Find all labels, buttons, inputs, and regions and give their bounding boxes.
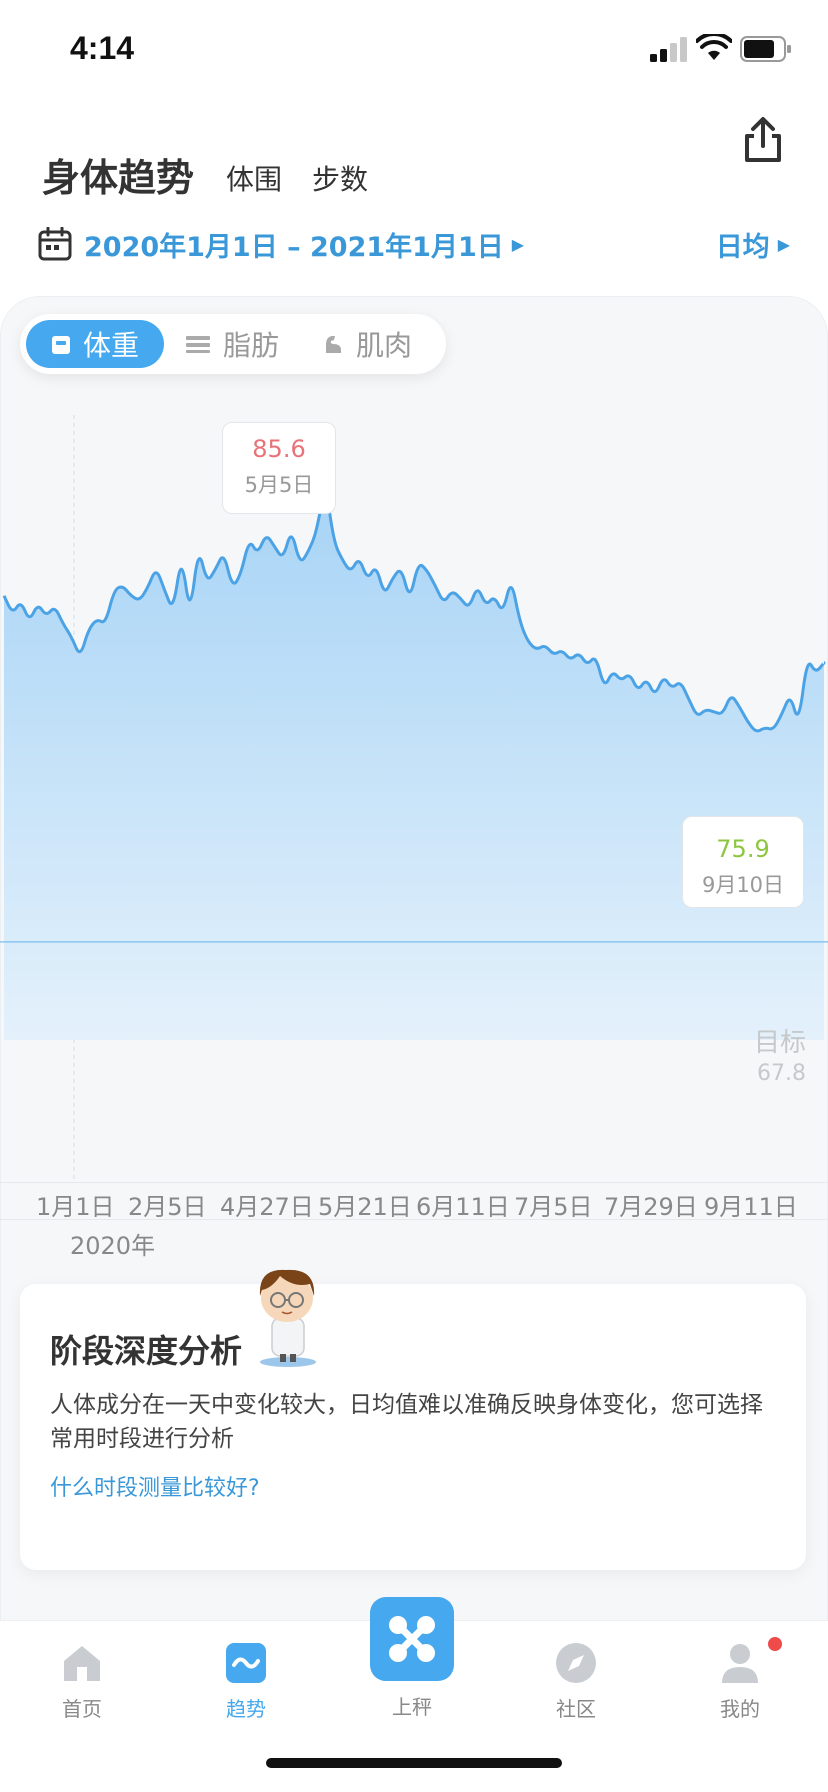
signal-icon	[650, 37, 687, 62]
min-date: 9月10日	[701, 873, 785, 897]
measure-time-link[interactable]: 什么时段测量比较好?	[50, 1476, 260, 1501]
weight-chart[interactable]	[0, 380, 828, 1180]
analysis-card: 阶段深度分析 人体成分在一天中变化较大，日均值难以准确反映身体变化，您可选择常用…	[20, 1284, 806, 1570]
goal-label: 目标 67.8	[754, 1022, 806, 1086]
wifi-icon	[696, 34, 732, 60]
weight-line	[2, 494, 826, 733]
max-tooltip: 85.6 5月5日	[222, 422, 336, 514]
analysis-title: 阶段深度分析	[50, 1332, 243, 1370]
battery-icon	[740, 36, 791, 62]
chevron-right-icon: ▶	[777, 234, 790, 254]
tab-girth[interactable]: 体围	[226, 163, 283, 196]
metric-label: 肌肉	[355, 329, 412, 362]
aggregation-selector[interactable]: 日均 ▶	[716, 225, 790, 264]
nav-home[interactable]: 首页	[32, 1641, 132, 1722]
metric-label: 体重	[82, 329, 139, 362]
min-tooltip: 75.9 9月10日	[682, 816, 804, 908]
compass-icon	[556, 1643, 596, 1683]
trend-icon	[226, 1643, 266, 1683]
fat-icon	[185, 336, 210, 353]
x-tick-label: 7月5日	[514, 1193, 593, 1221]
nav-label: 首页	[62, 1697, 102, 1721]
max-value: 85.6	[252, 435, 306, 463]
calendar-icon[interactable]	[38, 227, 72, 261]
scale-icon	[51, 336, 70, 354]
notification-badge	[768, 1637, 782, 1651]
status-time: 4:14	[70, 30, 135, 66]
profile-icon	[722, 1644, 758, 1683]
nav-label: 我的	[720, 1697, 760, 1721]
home-indicator	[266, 1758, 562, 1768]
x-tick-label: 7月29日	[604, 1193, 698, 1221]
nav-label: 趋势	[226, 1697, 266, 1721]
nav-profile[interactable]: 我的	[690, 1641, 790, 1722]
year-label: 2020年	[70, 1232, 156, 1260]
nav-weigh-button[interactable]	[370, 1597, 454, 1681]
goal-value: 67.8	[757, 1061, 806, 1086]
analysis-body: 人体成分在一天中变化较大，日均值难以准确反映身体变化，您可选择常用时段进行分析	[50, 1392, 763, 1452]
metric-muscle[interactable]: 肌肉	[300, 320, 434, 368]
bottom-nav: 首页 趋势 上秤 社区 我的	[0, 1597, 828, 1792]
max-date: 5月5日	[244, 473, 314, 497]
tab-body-trend[interactable]: 身体趋势	[40, 147, 197, 202]
scale-center-icon	[389, 1616, 435, 1662]
min-value: 75.9	[716, 835, 770, 863]
metric-fat[interactable]: 脂肪	[164, 320, 300, 368]
home-icon	[64, 1646, 100, 1681]
doctor-mascot-icon	[259, 1269, 316, 1367]
metric-label: 脂肪	[222, 329, 279, 362]
x-tick-label: 5月21日	[318, 1193, 412, 1221]
nav-label: 上秤	[392, 1695, 432, 1719]
nav-trend[interactable]: 趋势	[196, 1641, 296, 1722]
date-range[interactable]: 2020年1月1日 – 2021年1月1日	[84, 231, 504, 263]
x-tick-label: 1月1日	[36, 1193, 115, 1221]
x-tick-label: 4月27日	[220, 1193, 314, 1221]
x-tick-label: 9月11日	[704, 1193, 798, 1221]
tab-steps[interactable]: 步数	[312, 163, 369, 196]
weight-area	[4, 495, 825, 1040]
x-tick-label: 6月11日	[416, 1193, 510, 1221]
metric-switch: 体重 脂肪 肌肉	[20, 314, 446, 374]
x-axis: 1月1日 2月5日 4月27日 5月21日 6月11日 7月5日 7月29日 9…	[0, 1182, 828, 1221]
metric-weight[interactable]: 体重	[26, 320, 164, 368]
status-bar: 4:14	[0, 0, 828, 100]
date-row: 2020年1月1日 – 2021年1月1日 ▶ 日均 ▶	[38, 222, 790, 266]
header-tabs: 身体趋势 体围 步数	[40, 146, 368, 202]
muscle-icon	[325, 336, 341, 353]
aggregation-label: 日均	[715, 231, 770, 263]
nav-label: 社区	[556, 1697, 596, 1721]
goal-title: 目标	[753, 1028, 806, 1058]
nav-community[interactable]: 社区	[526, 1641, 626, 1722]
share-icon[interactable]	[740, 116, 786, 164]
x-tick-label: 2月5日	[128, 1193, 207, 1221]
chevron-right-icon: ▶	[511, 234, 525, 254]
